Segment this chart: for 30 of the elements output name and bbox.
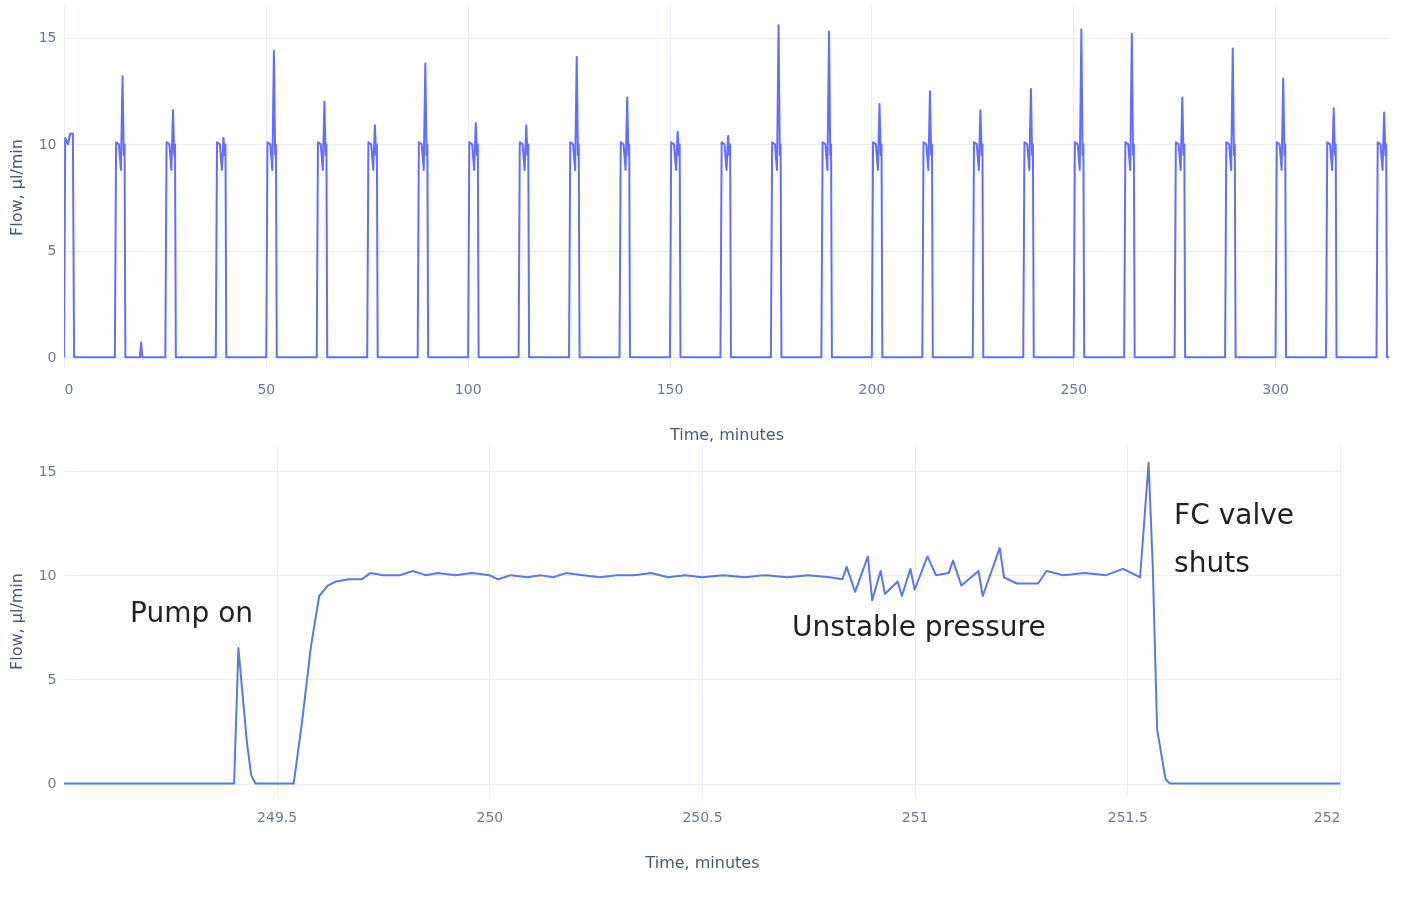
- x-tick-label: 250: [476, 808, 504, 825]
- x-tick-label: 300: [1262, 380, 1290, 397]
- x-tick-label: 50: [257, 380, 276, 397]
- y-tick-label: 5: [47, 242, 57, 259]
- x-axis-title: Time, minutes: [668, 424, 785, 444]
- line-series: [64, 461, 1340, 785]
- y-tick-label: 10: [38, 566, 57, 583]
- y-axis-title: Flow, µl/min: [6, 573, 26, 670]
- y-axis-title: Flow, µl/min: [6, 139, 26, 236]
- x-tick-label: 250: [1060, 380, 1088, 397]
- x-tick-label: 100: [454, 380, 482, 397]
- x-axis-title: Time, minutes: [644, 852, 760, 872]
- y-tick-label: 5: [47, 670, 57, 687]
- y-tick-label: 0: [47, 348, 57, 365]
- x-tick-label: 200: [858, 380, 886, 397]
- y-tick-label: 15: [38, 462, 57, 479]
- annotation: Pump on: [130, 596, 254, 629]
- x-tick-label: 251.5: [1107, 808, 1148, 825]
- annotation: FC valve shuts: [1174, 498, 1294, 579]
- y-tick-label: 0: [47, 775, 57, 791]
- line-series: [64, 24, 1389, 359]
- y-tick-label: 15: [38, 29, 57, 46]
- y-tick-label: 10: [38, 135, 57, 152]
- x-tick-label: 0: [64, 380, 74, 397]
- x-tick-label: 150: [656, 380, 684, 397]
- x-tick-label: 251: [901, 808, 929, 825]
- annotation: Unstable pressure: [792, 610, 1046, 643]
- x-tick-label: 249.5: [257, 808, 298, 825]
- x-tick-label: 252: [1313, 808, 1341, 825]
- x-tick-label: 250.5: [682, 808, 723, 825]
